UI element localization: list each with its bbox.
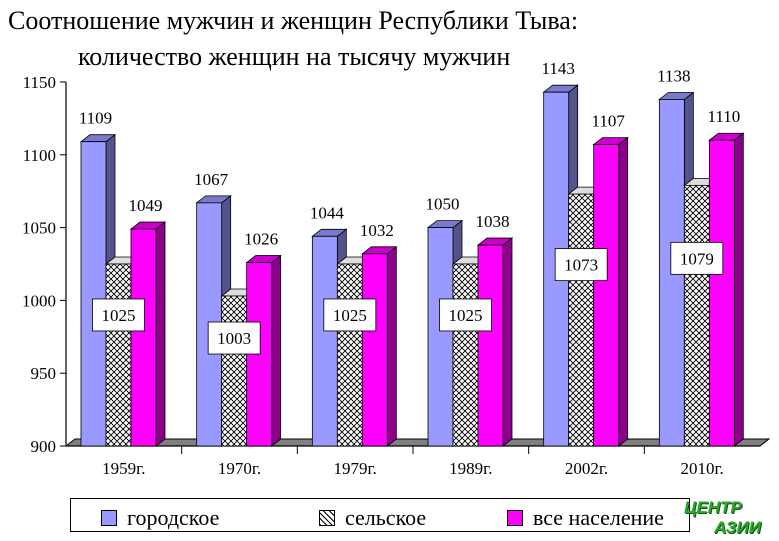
legend-item-total: все население [507,505,664,531]
legend-swatch-total [507,509,523,526]
bar [476,237,514,447]
data-label: 1073 [564,256,598,275]
legend-item-rural: сельское [319,505,426,531]
bar-front [336,263,363,447]
y-tick-label: 900 [31,437,57,456]
data-label: 1025 [333,306,367,325]
x-tick-label: 1979г. [334,459,377,478]
data-label: 1110 [707,107,740,126]
data-label: 1143 [541,59,574,78]
x-tick-label: 1959г. [102,459,145,478]
data-label-box [92,298,145,332]
data-label: 1003 [217,329,251,348]
chart-subtitle: количество женщин на тысячу мужчин [78,42,511,71]
y-tick-label: 1050 [22,219,56,238]
bar-front [311,235,338,447]
bar-side [502,237,513,447]
data-label: 1050 [426,195,460,214]
data-label: 1067 [194,170,229,189]
x-tick-label: 1970г. [218,459,261,478]
legend-item-urban: городское [101,505,219,531]
bar-side [155,221,166,447]
data-label: 1038 [476,212,510,231]
data-label-box [207,321,261,355]
data-label: 1026 [244,230,278,249]
chart-title: Соотношение мужчин и женщин Республики Т… [8,6,579,35]
legend-label-total: все население [533,505,664,530]
data-label-box [323,298,377,332]
bar [708,132,745,447]
legend-swatch-rural [319,509,335,526]
bar [361,245,398,447]
data-label: 1049 [129,196,163,215]
bar-side [733,132,744,447]
bar-front [568,193,595,447]
watermark-line1: ЦЕНТР [684,498,742,517]
bar-side [271,254,282,447]
bar-side [386,245,397,447]
legend-swatch-urban [101,509,117,526]
x-tick-label: 2010г. [681,459,724,478]
bar [129,221,167,447]
bar-front [130,228,157,447]
bar-front [221,295,248,447]
data-label: 1107 [591,112,625,131]
y-tick-label: 1000 [22,291,56,310]
bar-front [452,263,479,447]
chart-legend: городское сельское все население [70,498,690,532]
data-label: 1109 [79,109,112,128]
y-tick-label: 1150 [23,73,56,92]
x-tick-label: 2002г. [565,459,608,478]
legend-label-urban: городское [127,505,220,530]
data-label-box [670,241,724,275]
legend-label-rural: сельское [345,505,427,530]
y-tick-label: 950 [31,364,57,383]
data-label: 1025 [449,306,483,325]
bar-front [80,141,107,447]
bar-front [683,184,710,447]
data-label: 1138 [657,66,690,85]
bar-front [477,244,504,447]
data-label: 1044 [310,203,345,222]
bar-front [427,227,454,447]
bar-side [618,136,629,447]
data-label: 1032 [360,221,394,240]
data-label: 1025 [102,306,136,325]
data-label-box [554,248,608,282]
watermark-line2: АЗИИ [714,518,762,537]
bar [592,136,629,447]
x-tick-label: 1989г. [449,459,492,478]
bar-front [105,263,132,447]
data-label: 1079 [680,249,714,268]
bar-front [708,139,735,447]
y-tick-label: 1100 [23,146,56,165]
data-label-box [439,298,492,332]
bar-front [593,144,620,447]
bar-front [361,253,388,447]
bar-front [658,99,685,447]
